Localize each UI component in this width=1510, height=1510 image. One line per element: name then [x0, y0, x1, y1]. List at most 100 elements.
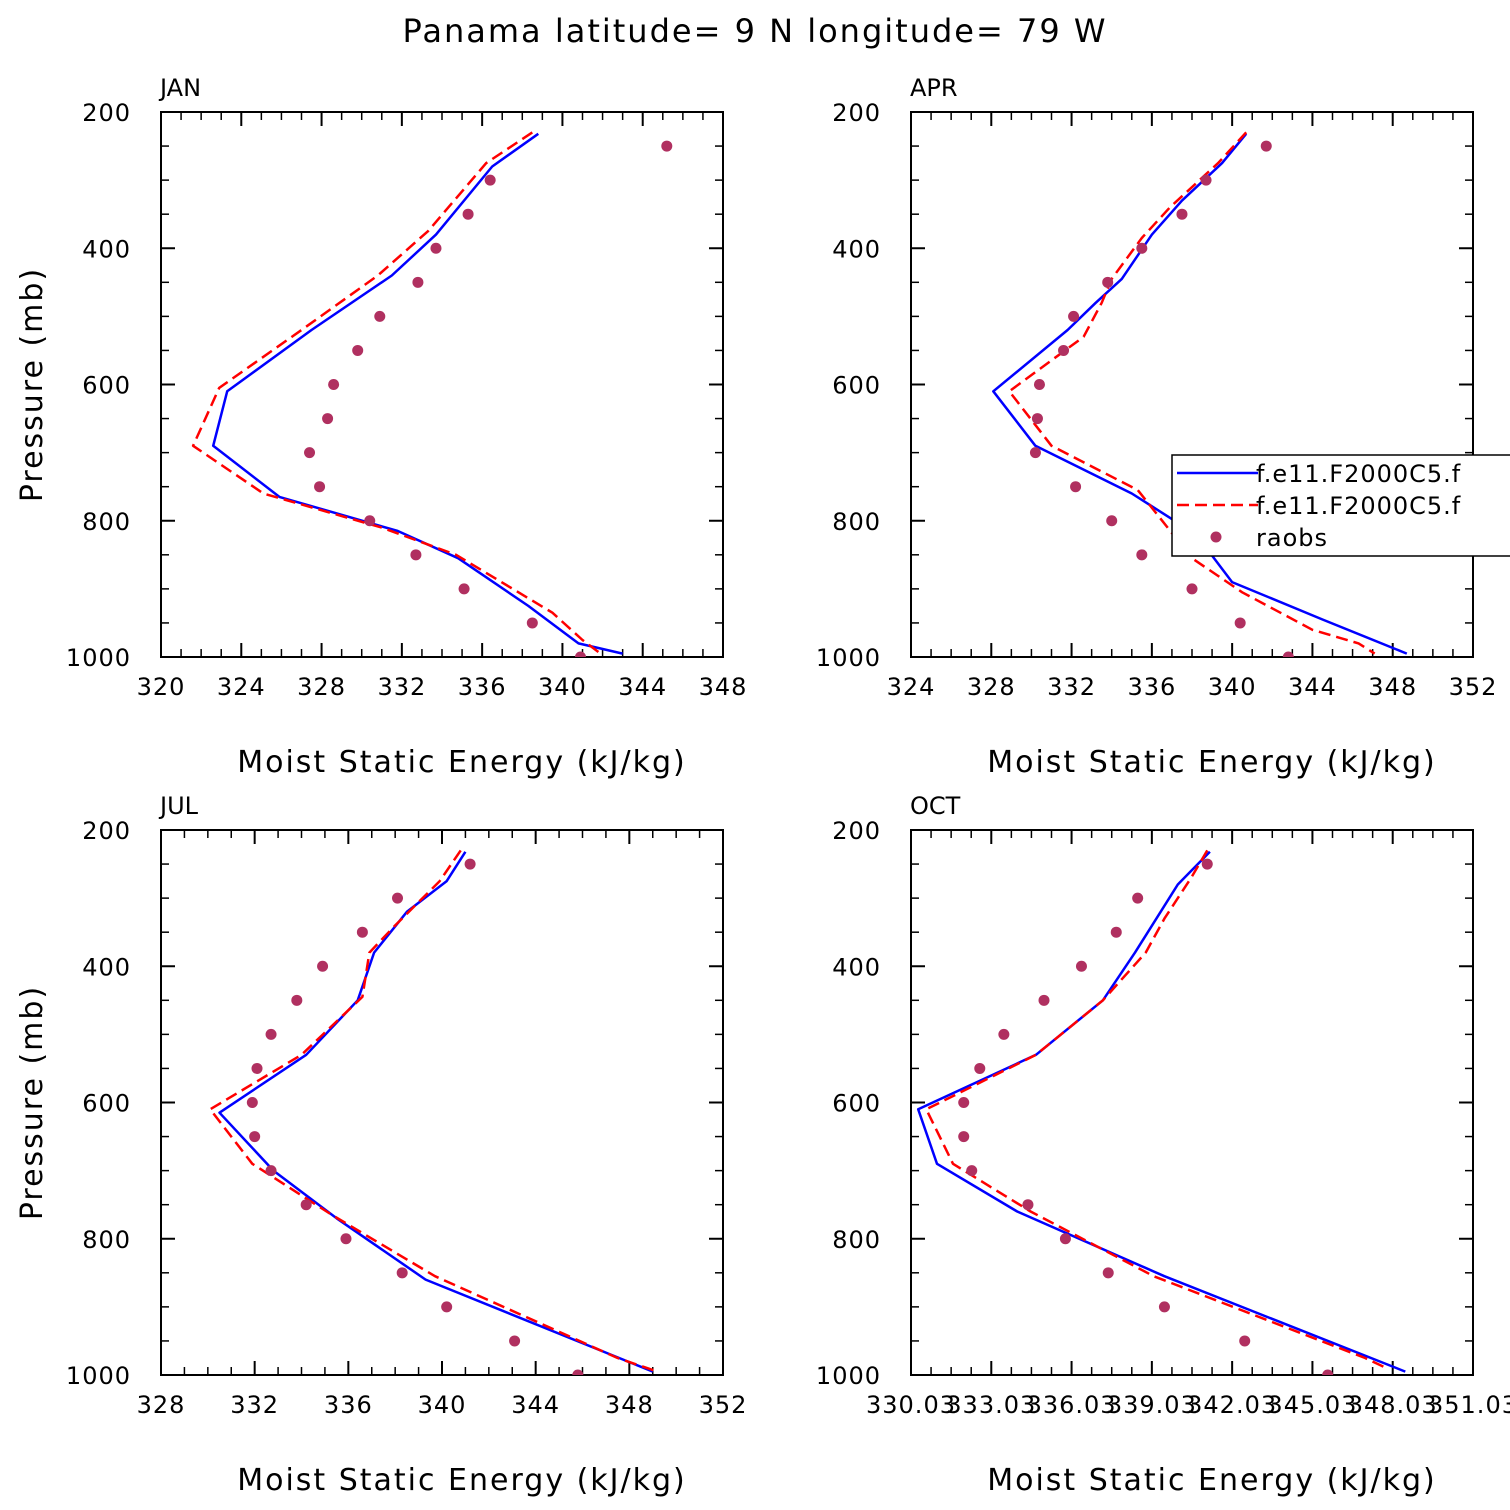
x-tick-label: 340 [538, 673, 587, 701]
x-tick-label: 348.03 [1348, 1391, 1438, 1419]
y-tick-label: 800 [832, 508, 881, 536]
raobs-point [265, 1028, 277, 1040]
plot-area [992, 131, 1408, 657]
raobs-point [1038, 994, 1050, 1006]
raobs-point [1070, 481, 1082, 493]
raobs-point [265, 1165, 277, 1177]
x-tick-label: 324 [887, 673, 936, 701]
series-line-dashed [925, 849, 1388, 1370]
x-tick-label: 328 [967, 673, 1016, 701]
raobs-point [958, 1097, 970, 1108]
raobs-point [374, 310, 386, 322]
x-tick-label: 333.03 [946, 1391, 1036, 1419]
x-tick-label: 332 [230, 1391, 279, 1419]
panel-jan: 320 324 328 332 336 340 344 348 200 400 600 800 1000… [15, 74, 748, 780]
legend: f.e11.F2000C5.f f.e11.F2000C5.f raobs [1171, 454, 1510, 557]
x-tick-label: 330.03 [866, 1391, 956, 1419]
series-line-solid [916, 850, 1406, 1373]
legend-label: raobs [1256, 524, 1328, 552]
raobs-point [364, 515, 376, 527]
plot-frame [160, 829, 724, 1376]
raobs-point [1234, 617, 1246, 629]
panel-title: APR [910, 74, 958, 102]
y-tick-label: 800 [832, 1226, 881, 1254]
x-tick-label: 345.03 [1267, 1391, 1357, 1419]
series-line-solid [218, 851, 654, 1373]
plot-frame [160, 111, 724, 658]
x-axis-label: Moist Static Energy (kJ/kg) [987, 745, 1437, 780]
raobs-point [246, 1097, 258, 1108]
raobs-point [509, 1335, 521, 1347]
raobs-point [484, 174, 496, 186]
raobs-point [572, 1369, 584, 1375]
y-tick-label: 1000 [816, 644, 881, 672]
raobs-point [1102, 1267, 1114, 1279]
raobs-point [1059, 1233, 1071, 1245]
plot-frame [910, 111, 1474, 658]
y-tick-label: 1000 [66, 644, 131, 672]
x-tick-label: 344 [618, 673, 667, 701]
raobs-point [441, 1301, 453, 1313]
raobs-point [291, 994, 303, 1006]
legend-marker-raobs [1210, 531, 1222, 543]
x-tick-label: 336 [324, 1391, 373, 1419]
raobs-point [1029, 447, 1041, 459]
raobs-point [322, 413, 334, 425]
raobs-point [430, 242, 442, 254]
raobs-point [251, 1062, 263, 1074]
x-tick-label: 352 [1449, 673, 1498, 701]
raobs-point [300, 1199, 312, 1211]
y-tick-label: 600 [832, 372, 881, 400]
x-axis-label: Moist Static Energy (kJ/kg) [237, 745, 687, 780]
plot-frame [910, 829, 1474, 1376]
raobs-point [1022, 1199, 1034, 1211]
x-tick-label: 336 [1127, 673, 1176, 701]
y-tick-label: 200 [82, 99, 131, 127]
x-tick-label: 348 [1368, 673, 1417, 701]
raobs-point [317, 960, 329, 972]
x-tick-label: 336.03 [1027, 1391, 1117, 1419]
x-tick-label: 344 [511, 1391, 560, 1419]
raobs-point [1102, 276, 1114, 288]
raobs-point [352, 344, 364, 356]
panel-oct: 330.03333.03336.03339.03342.03345.03348.… [816, 792, 1510, 1498]
raobs-point [462, 208, 474, 220]
y-tick-label: 600 [82, 1090, 131, 1118]
raobs-point [410, 549, 422, 561]
raobs-point [1033, 379, 1045, 390]
raobs-point [966, 1165, 978, 1177]
x-tick-label: 320 [137, 673, 186, 701]
raobs-point [249, 1131, 261, 1143]
y-axis-label: Pressure (mb) [15, 267, 50, 502]
x-tick-label: 324 [217, 673, 266, 701]
panel-apr: 324 328 332 336 340 344 348 352 200 400 600 800 1000… [816, 74, 1498, 780]
legend-label: f.e11.F2000C5.f [1256, 492, 1461, 520]
x-axis-label: Moist Static Energy (kJ/kg) [237, 1463, 687, 1498]
raobs-point [1282, 651, 1294, 657]
x-tick-label: 348 [699, 673, 748, 701]
raobs-point [458, 583, 470, 595]
panel-jul: 328 332 336 340 344 348 352 200 400 600 800 1000 JUL… [15, 792, 746, 1498]
y-tick-label: 400 [832, 235, 881, 263]
raobs-point [1075, 960, 1087, 972]
y-tick-label: 800 [82, 508, 131, 536]
x-tick-label: 339.03 [1107, 1391, 1197, 1419]
raobs-point [1239, 1335, 1251, 1347]
raobs-point [1200, 174, 1212, 186]
raobs-point [392, 892, 404, 904]
x-tick-label: 332 [377, 673, 426, 701]
raobs-point [356, 926, 368, 938]
series-line-solid [992, 133, 1408, 655]
y-tick-label: 600 [82, 372, 131, 400]
y-tick-label: 200 [82, 817, 131, 845]
panel-title: JAN [158, 74, 201, 102]
raobs-point [1110, 926, 1122, 938]
x-tick-label: 340 [418, 1391, 467, 1419]
y-tick-label: 1000 [66, 1362, 131, 1390]
raobs-point [1106, 515, 1118, 527]
y-tick-label: 400 [82, 235, 131, 263]
raobs-point [1260, 140, 1272, 152]
series-line-solid [211, 132, 623, 655]
series-line-dashed [191, 131, 602, 655]
raobs-point [526, 617, 538, 629]
